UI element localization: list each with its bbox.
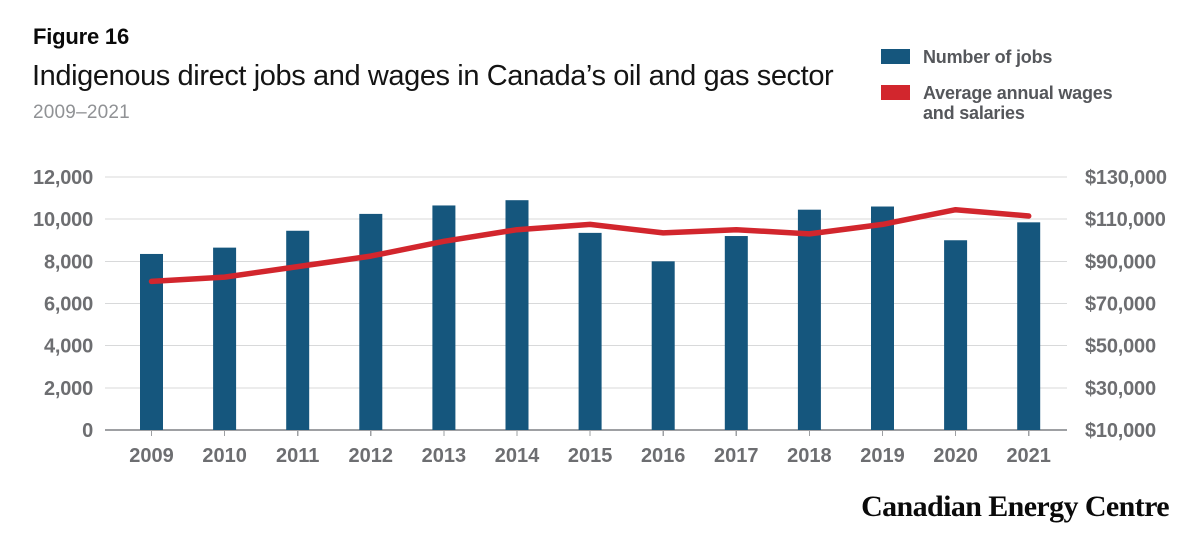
bar-2015 [578, 232, 602, 430]
right-axis-tick-label: $110,000 [1085, 209, 1166, 231]
figure-label: Figure 16 [33, 24, 130, 49]
right-axis-tick-label: $50,000 [1085, 336, 1156, 358]
right-axis-tick-label: $130,000 [1085, 167, 1167, 189]
page-title: Indigenous direct jobs and wages in Cana… [32, 60, 834, 92]
bar-2013 [432, 205, 456, 430]
x-axis-label-2009: 2009 [129, 445, 174, 467]
left-axis-tick-label: 4,000 [44, 336, 93, 358]
bar-2018 [797, 209, 821, 430]
bar-2010 [213, 247, 237, 430]
bar-2021 [1017, 222, 1041, 430]
bar-2017 [724, 236, 748, 430]
x-axis-label-2016: 2016 [641, 445, 686, 467]
canadian-energy-centre-logo: Canadian Energy Centre [861, 490, 1170, 523]
chart-subtitle: 2009–2021 [33, 102, 130, 123]
legend-label-wages: Average annual wages and salaries [923, 82, 1113, 124]
bar-2014 [505, 200, 529, 430]
left-axis-tick-label: 6,000 [44, 294, 93, 316]
right-axis-tick-label: $10,000 [1085, 420, 1156, 442]
left-axis-tick-label: 12,000 [33, 167, 93, 189]
bar-2020 [944, 240, 968, 430]
x-axis-label-2014: 2014 [495, 445, 540, 467]
bar-2019 [871, 206, 894, 430]
left-axis-tick-label: 0 [82, 420, 93, 442]
legend-swatch-wages-icon [881, 84, 910, 100]
x-axis-label-2010: 2010 [202, 445, 247, 467]
wages-line [148, 206, 1032, 285]
bar-2016 [651, 261, 675, 430]
right-axis-tick-label: $30,000 [1085, 378, 1156, 400]
legend-swatch-jobs-icon [881, 49, 910, 64]
right-axis-tick-label: $70,000 [1085, 294, 1156, 316]
legend-item-jobs: Number of jobs [881, 47, 1143, 68]
x-axis-label-2020: 2020 [933, 445, 978, 467]
x-axis-label-2015: 2015 [568, 445, 613, 467]
legend-label-jobs: Number of jobs [923, 47, 1053, 67]
x-axis-label-2011: 2011 [276, 445, 319, 467]
left-axis-tick-label: 10,000 [33, 209, 93, 231]
x-axis-label-2019: 2019 [860, 445, 905, 467]
bar-2009 [140, 253, 163, 430]
right-axis-tick-label: $90,000 [1085, 251, 1156, 273]
left-axis-tick-label: 2,000 [44, 378, 93, 400]
x-axis-label-2013: 2013 [422, 445, 467, 467]
x-axis-label-2018: 2018 [787, 445, 832, 467]
x-axis-label-2021: 2021 [1006, 445, 1051, 467]
left-axis-tick-label: 8,000 [44, 251, 93, 273]
x-axis-label-2012: 2012 [349, 445, 394, 467]
x-axis-label-2017: 2017 [714, 445, 759, 467]
chart-legend: Number of jobs Average annual wages and … [881, 47, 1143, 139]
legend-item-wages: Average annual wages and salaries [881, 83, 1143, 124]
bar-2011 [286, 230, 310, 430]
bar-2012 [359, 213, 383, 430]
